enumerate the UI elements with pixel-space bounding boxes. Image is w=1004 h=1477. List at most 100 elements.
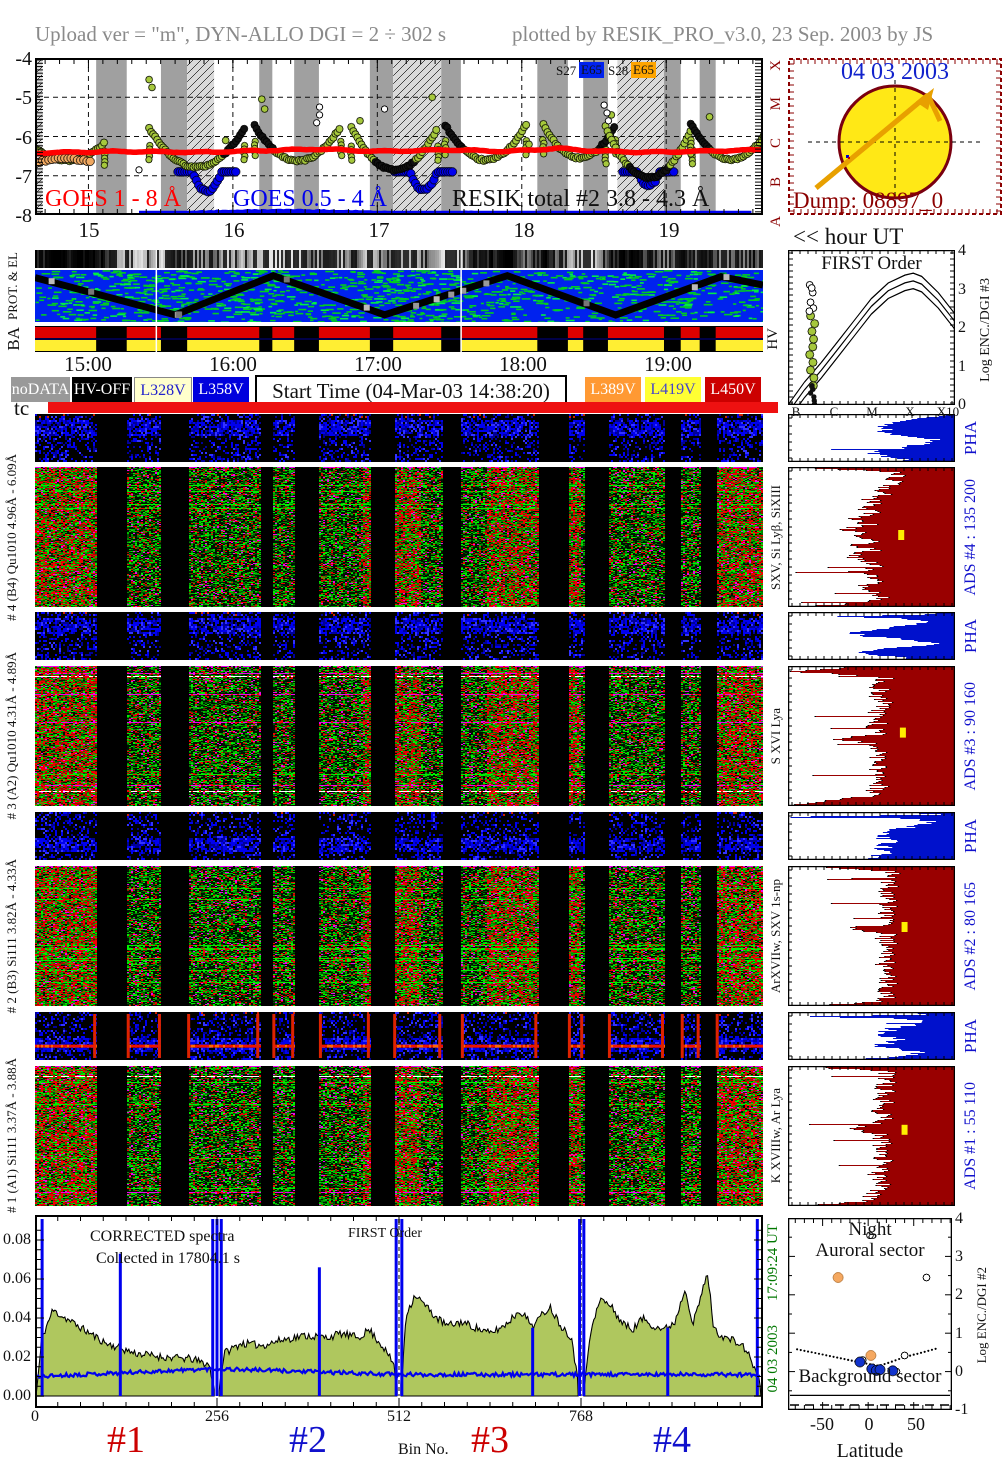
ads-histogram-ch1	[788, 1066, 955, 1206]
pha-spectrogram-ch1	[35, 1012, 763, 1060]
legend-hv-off: HV-OFF	[72, 377, 132, 402]
hour-ut-label: << hour UT	[793, 224, 904, 249]
goes-xtick: 15	[78, 218, 100, 242]
legend-l450v: L450V	[705, 377, 761, 402]
goes-flux-plot	[35, 58, 763, 215]
ads-right-label: ADS #3 : 90 160	[962, 681, 979, 791]
corrected-ytick: 0.04	[3, 1309, 31, 1326]
pha-right-label: PHA	[961, 818, 980, 853]
segment-label: #1	[107, 1419, 145, 1461]
legend-l419v: L419V	[645, 377, 701, 402]
pha-right-label: PHA	[961, 618, 980, 653]
goes-xtick: 18	[513, 218, 535, 242]
latitude-sector-panel	[788, 1218, 952, 1410]
particle-intensity-strip	[35, 250, 763, 268]
latitude-ytick: 4	[955, 1210, 963, 1227]
corrected-xtick: 768	[569, 1408, 593, 1425]
latitude-xlabel: Latitude	[836, 1440, 904, 1462]
ads-right-label: ADS #4 : 135 200	[962, 478, 979, 596]
goes-xtick: 19	[658, 218, 680, 242]
auroral-sector-label: Auroral sector	[815, 1240, 925, 1261]
time-axis-label: 15:00	[64, 352, 112, 376]
ads-spectrogram-ch4	[35, 467, 763, 607]
corrected-xtick: 512	[387, 1408, 411, 1425]
channel-left-label: # 3 (A2) Qu1010 4.31Å - 4.89Å	[4, 652, 19, 820]
goes-ytick: -7	[15, 165, 32, 188]
bin-no-label: Bin No.	[398, 1441, 449, 1458]
latitude-ytick: 1	[955, 1324, 963, 1342]
first-order-ylabel: Log ENC./DGI #3	[978, 278, 993, 382]
segment-label: #2	[289, 1419, 327, 1461]
corrected-ytick: 0.08	[3, 1231, 31, 1248]
corrected-subtitle: Collected in 17804.1 s	[96, 1250, 240, 1267]
legend-l328v: L328V	[134, 377, 192, 404]
corrected-ytick: 0.00	[3, 1387, 31, 1404]
night-label: Night	[848, 1219, 892, 1240]
goes-class-letter: X	[767, 59, 784, 71]
corrected-spectra-plot	[35, 1215, 763, 1408]
goes-ytick: -4	[15, 48, 32, 70]
channel-left-label: # 1 (A1) Si111 3.37Å - 3.88Å	[4, 1058, 19, 1214]
pha-spectrogram-ch3	[35, 612, 763, 660]
segment-label: #4	[653, 1419, 691, 1461]
pha-right-label: PHA	[961, 1018, 980, 1053]
corrected-title: CORRECTED spectra	[90, 1228, 235, 1245]
segment-label: #3	[471, 1419, 509, 1461]
ads-right-label: ADS #2 : 80 165	[962, 881, 979, 991]
goes-class-letter: C	[767, 137, 784, 148]
dump-number: Dump: 08897_0	[793, 188, 944, 213]
first-order-ytick: 3	[958, 280, 966, 298]
first-order-xletter: C	[829, 404, 839, 419]
ads-line-label: S XVI Lya	[768, 707, 783, 765]
ads-line-label: K XVIIIw, Ar Lya	[768, 1088, 783, 1184]
corrected-xtick: 0	[31, 1408, 39, 1425]
legend-nodata: noDATA	[11, 377, 70, 402]
legend-l358v: L358V	[193, 377, 249, 402]
first-order-xletter: X10	[936, 404, 960, 419]
goes-05-4-label: GOES 0.5 - 4 Å	[233, 186, 387, 212]
ba-label: BA	[4, 327, 23, 351]
tc-bar	[48, 402, 778, 413]
ads-spectrogram-ch3	[35, 666, 763, 806]
flare-marker-e65-blue: E65	[579, 62, 604, 78]
first-order-ytick: 1	[958, 357, 966, 375]
goes-class-letter: B	[767, 176, 784, 187]
latitude-ytick: 2	[955, 1286, 963, 1304]
tc-label: tc	[14, 396, 30, 420]
prot-el-map	[35, 270, 763, 322]
latitude-xtick: -50	[810, 1414, 834, 1434]
goes-class-letter: A	[767, 215, 784, 227]
start-time-box: Start Time (04-Mar-03 14:38:20)	[255, 375, 567, 407]
goes-1-8-label: GOES 1 - 8 Å	[45, 186, 181, 212]
goes-ytick: -6	[15, 126, 32, 149]
flare-marker-e65-orange: E65	[631, 62, 656, 78]
header-upload-info: Upload ver = "m", DYN-ALLO DGI = 2 ÷ 302…	[35, 22, 447, 46]
latitude-ytick: 3	[955, 1248, 963, 1266]
time-axis-label: 19:00	[644, 352, 692, 376]
hv-label: HV	[764, 328, 781, 350]
corrected-ut-label: 17:09:24 UT	[764, 1224, 781, 1302]
first-order-ytick: 0	[958, 396, 966, 413]
flare-marker-s28: S28	[608, 63, 629, 78]
flare-marker-s27: S27	[556, 63, 577, 78]
first-order-xletter: X	[905, 404, 915, 419]
ads-line-label: ArXVIIw, SXV 1s-np	[768, 878, 783, 994]
corrected-date-label: 04 03 2003	[764, 1325, 781, 1393]
time-axis-label: 18:00	[499, 352, 547, 376]
header-plotted-by: plotted by RESIK_PRO_v3.0, 23 Sep. 2003 …	[512, 22, 934, 46]
pha-histogram-ch3	[788, 612, 955, 660]
goes-ytick: -8	[15, 205, 32, 227]
latitude-xtick: 0	[864, 1414, 874, 1434]
latitude-xtick: 50	[907, 1414, 925, 1434]
corrected-ytick: 0.02	[3, 1348, 31, 1365]
solar-disk-image	[788, 58, 1002, 215]
ads-histogram-ch3	[788, 666, 955, 806]
corrected-order-note: FIRST Order	[348, 1226, 423, 1241]
background-sector-label: Background sector	[798, 1366, 942, 1387]
resik-total-label: RESIK total #2 3.8 - 4.3 Å	[452, 186, 710, 212]
first-order-scatter-panel	[788, 250, 955, 405]
ads-histogram-ch4	[788, 467, 955, 607]
ads-right-label: ADS #1 : 55 110	[962, 1082, 979, 1190]
first-order-xletter: M	[866, 404, 878, 419]
goes-xtick: 17	[368, 218, 390, 242]
